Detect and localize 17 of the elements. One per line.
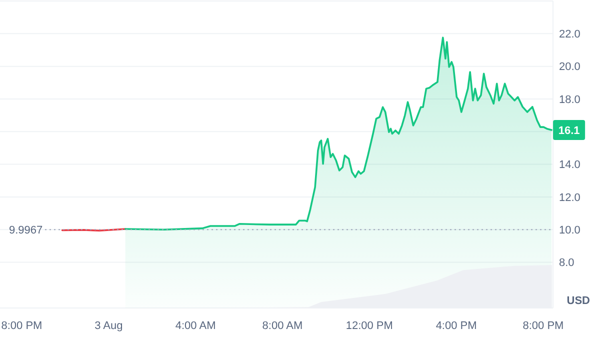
annotation: 16.1	[558, 124, 580, 137]
x-tick-label: 12:00 PM	[346, 320, 393, 332]
y-tick-label: 18.0	[559, 94, 580, 106]
y-tick-label: 10.0	[559, 224, 580, 236]
y-axis-title: USD	[566, 295, 590, 307]
y-tick-label: 8.0	[559, 257, 574, 270]
x-tick-label: 8:00 PM	[522, 320, 564, 332]
x-tick-label: 8:00 AM	[262, 320, 303, 332]
x-tick-label: 8:00 PM	[1, 320, 42, 332]
x-tick-label: 3 Aug	[94, 320, 123, 332]
y-tick-label: 22.0	[559, 28, 580, 41]
y-tick-label: 20.0	[559, 61, 580, 74]
x-tick-label: 4:00 AM	[175, 320, 216, 332]
y-tick-label: 14.0	[559, 159, 580, 172]
x-tick-label: 4:00 PM	[436, 320, 477, 332]
ref-line-label: 9.9967	[9, 224, 43, 237]
y-tick-label: 12.0	[559, 192, 580, 204]
